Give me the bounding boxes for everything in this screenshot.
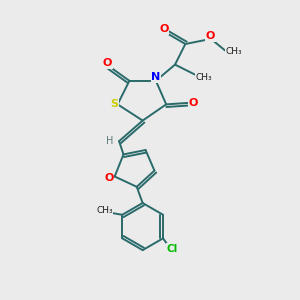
Text: O: O: [206, 31, 215, 41]
Text: CH₃: CH₃: [196, 73, 212, 82]
Text: Cl: Cl: [166, 244, 178, 254]
Text: N: N: [151, 72, 160, 82]
Text: CH₃: CH₃: [96, 206, 113, 215]
Text: O: O: [189, 98, 198, 108]
Text: S: S: [111, 99, 119, 110]
Text: CH₃: CH₃: [225, 47, 242, 56]
Text: O: O: [159, 24, 169, 34]
Text: O: O: [103, 58, 112, 68]
Text: O: O: [104, 173, 113, 183]
Text: H: H: [106, 136, 113, 146]
